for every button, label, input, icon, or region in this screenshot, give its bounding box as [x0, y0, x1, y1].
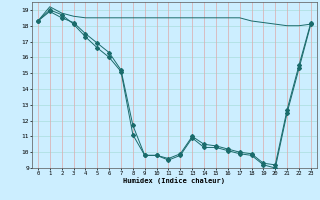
- X-axis label: Humidex (Indice chaleur): Humidex (Indice chaleur): [124, 177, 225, 184]
